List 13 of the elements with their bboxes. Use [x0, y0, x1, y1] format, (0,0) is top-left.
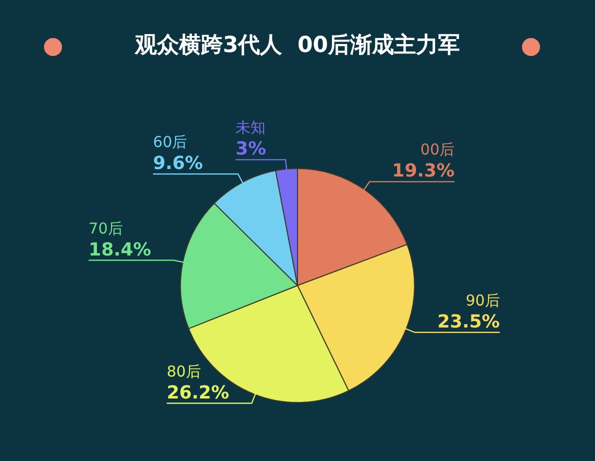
data-label: 3% [236, 138, 266, 160]
slice-label: 80后 [166, 362, 201, 380]
data-label: 9.6% [153, 153, 203, 174]
data-label: 23.5% [437, 311, 500, 332]
slice-label: 未知 [236, 118, 266, 137]
slice-label: 90后 [466, 291, 500, 310]
slice-label: 00后 [420, 140, 455, 159]
slice-label: 60后 [153, 133, 188, 152]
chart-title: 观众横跨3代人 00后渐成主力军 [134, 32, 462, 60]
slice-label: 70后 [88, 219, 123, 238]
data-label: 19.3% [392, 160, 455, 182]
data-label: 18.4% [88, 239, 152, 260]
data-label: 26.2% [166, 382, 230, 404]
